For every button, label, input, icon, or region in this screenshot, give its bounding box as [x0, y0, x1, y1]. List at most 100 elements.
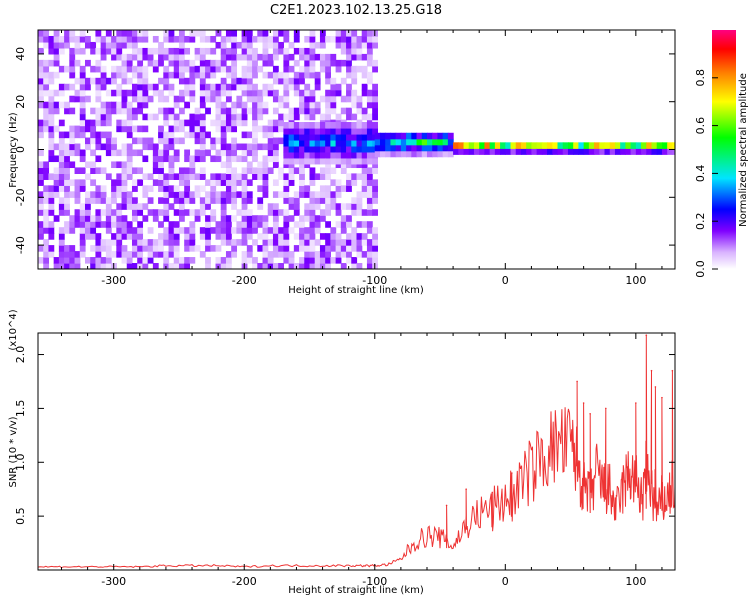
heatmap-cell	[304, 83, 311, 91]
heatmap-cell	[158, 41, 164, 49]
heatmap-cell	[604, 148, 611, 155]
heatmap-cell	[43, 197, 50, 204]
heatmap-cell	[252, 173, 258, 180]
heatmap-cell	[340, 107, 347, 115]
heatmap-cell	[173, 221, 180, 228]
heatmap-cell	[189, 227, 196, 234]
heatmap-cell	[667, 142, 673, 149]
heatmap-cell	[152, 59, 159, 67]
heatmap-cell	[100, 143, 107, 151]
heatmap-cell	[335, 185, 342, 192]
heatmap-cell	[48, 101, 55, 109]
heatmap-cell	[64, 179, 70, 186]
heatmap-cell	[330, 77, 337, 85]
heatmap-cell	[158, 173, 164, 180]
heatmap-cell	[325, 139, 331, 147]
heatmap-cell	[121, 233, 128, 240]
y-tick-label: 0	[14, 146, 27, 153]
heatmap-cell	[635, 142, 642, 149]
heatmap-cell	[411, 150, 418, 158]
heatmap-cell	[48, 137, 55, 145]
heatmap-cell	[246, 107, 253, 115]
heatmap-cell	[361, 191, 368, 198]
heatmap-cell	[79, 89, 86, 97]
heatmap-cell	[105, 239, 112, 246]
heatmap-cell	[48, 125, 55, 133]
heatmap-cell	[293, 167, 300, 174]
heatmap-cell	[79, 101, 86, 109]
heatmap-cell	[252, 35, 258, 43]
heatmap-cell	[283, 245, 290, 252]
heatmap-cell	[304, 65, 311, 73]
heatmap-cell	[246, 65, 253, 73]
heatmap-cell	[330, 89, 337, 97]
heatmap-cell	[131, 233, 138, 240]
heatmap-cell	[231, 149, 238, 157]
x-tick-label: -200	[232, 575, 257, 588]
heatmap-cell	[95, 47, 102, 55]
heatmap-cell	[236, 179, 243, 186]
heatmap-cell	[100, 47, 107, 55]
heatmap-cell	[48, 89, 55, 97]
heatmap-cell	[304, 263, 311, 269]
heatmap-cell	[131, 53, 138, 61]
heatmap-cell	[116, 41, 123, 49]
heatmap-cell	[158, 47, 164, 55]
heatmap-cell	[95, 239, 102, 246]
heatmap-cell	[463, 142, 470, 149]
heatmap-cell	[189, 161, 196, 169]
heatmap-cell	[220, 131, 227, 139]
heatmap-cell	[272, 203, 279, 210]
heatmap-cell	[262, 161, 269, 169]
heatmap-cell	[314, 53, 321, 61]
y-tick-label: -40	[14, 236, 27, 254]
heatmap-cell	[210, 35, 217, 43]
heatmap-cell	[38, 191, 44, 198]
heatmap-cell	[278, 245, 285, 252]
heatmap-cell	[84, 227, 91, 234]
heatmap-cell	[79, 209, 86, 216]
heatmap-cell	[163, 131, 170, 139]
heatmap-cell	[152, 251, 159, 258]
heatmap-cell	[53, 173, 60, 180]
heatmap-cell	[432, 150, 439, 158]
heatmap-cell	[69, 53, 76, 61]
heatmap-cell	[278, 227, 285, 234]
heatmap-cell	[241, 107, 248, 115]
heatmap-cell	[299, 145, 305, 153]
heatmap-cell	[69, 107, 76, 115]
heatmap-cell	[366, 197, 373, 204]
heatmap-cell	[173, 59, 180, 67]
heatmap-cell	[131, 89, 138, 97]
heatmap-cell	[152, 155, 159, 163]
heatmap-cell	[48, 173, 55, 180]
heatmap-cell	[84, 41, 91, 49]
heatmap-cell	[205, 221, 211, 228]
heatmap-cell	[241, 203, 248, 210]
heatmap-cell	[489, 142, 496, 149]
heatmap-cell	[267, 89, 274, 97]
heatmap-cell	[105, 119, 112, 127]
heatmap-cell	[351, 233, 358, 240]
x-tick-label: -300	[101, 274, 126, 287]
heatmap-cell	[131, 30, 138, 37]
heatmap-cell	[48, 47, 55, 55]
heatmap-cell	[69, 221, 76, 228]
heatmap-cell	[361, 233, 368, 240]
heatmap-cell	[199, 233, 206, 240]
heatmap-cell	[283, 191, 290, 198]
heatmap-cell	[366, 157, 373, 165]
heatmap-cell	[220, 161, 227, 169]
heatmap-cell	[58, 209, 65, 216]
heatmap-cell	[74, 125, 81, 133]
heatmap-cell	[356, 239, 363, 246]
heatmap-cell	[158, 197, 164, 204]
heatmap-cell	[304, 151, 311, 159]
heatmap-cell	[79, 119, 86, 127]
heatmap-cell	[95, 155, 102, 163]
heatmap-cell	[236, 101, 243, 109]
heatmap-cell	[361, 41, 368, 49]
heatmap-cell	[210, 173, 217, 180]
heatmap-cell	[111, 215, 117, 222]
heatmap-cell	[48, 143, 55, 151]
